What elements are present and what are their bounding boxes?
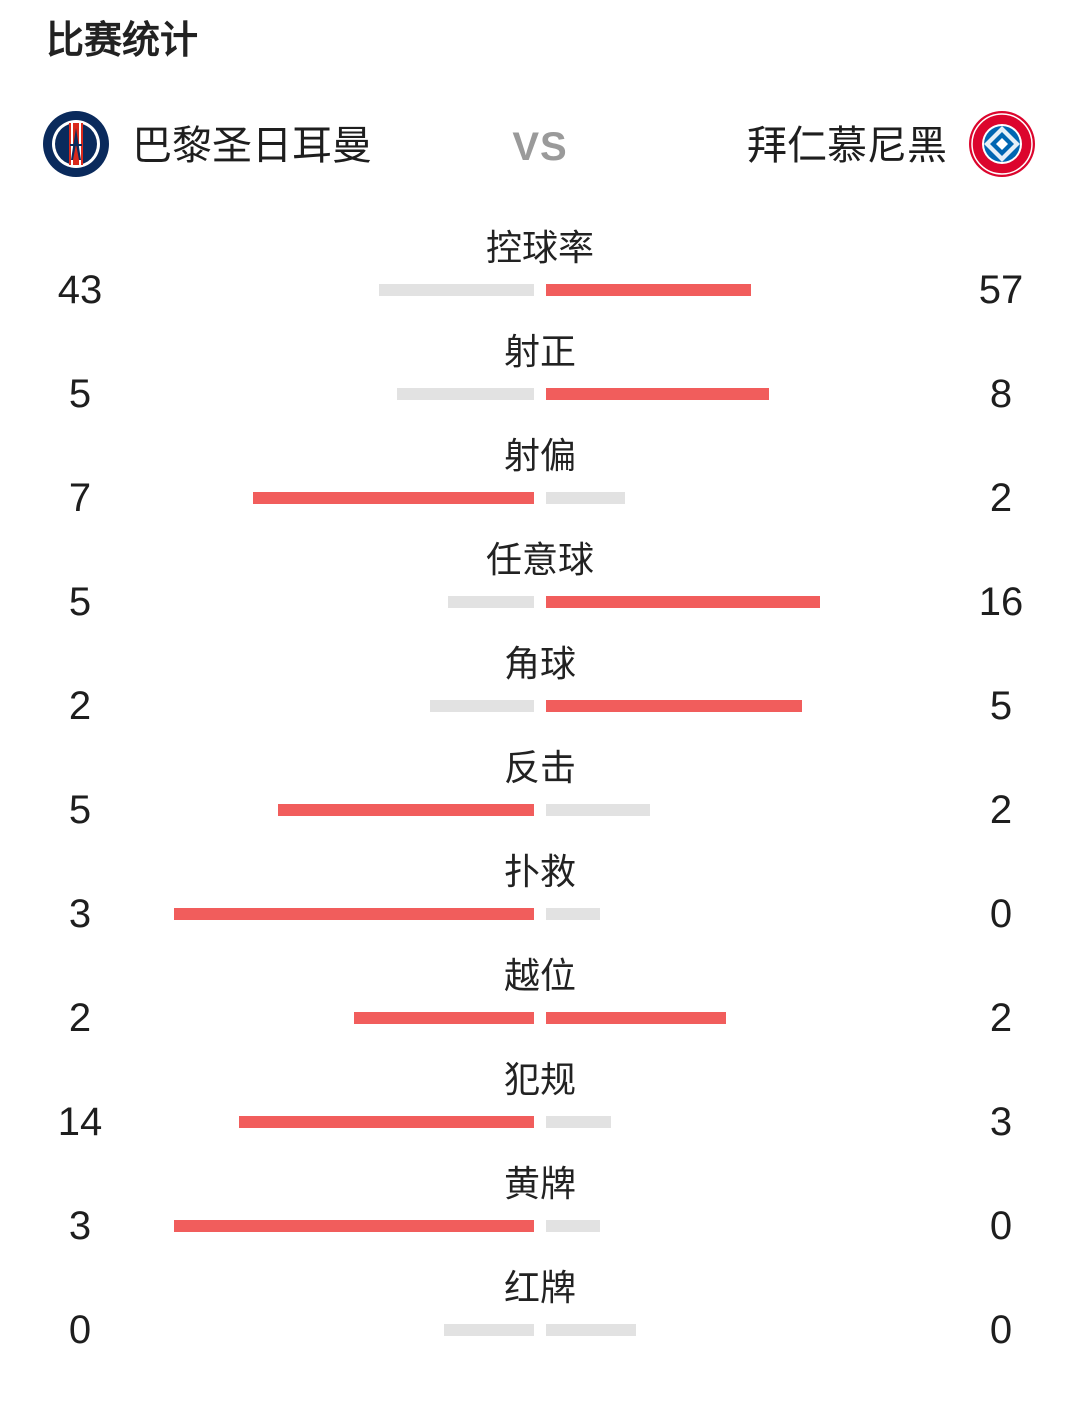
home-stat-bar bbox=[397, 388, 534, 400]
away-stat-bar bbox=[546, 700, 802, 712]
home-stat-value: 3 bbox=[68, 892, 92, 936]
away-stat-value: 0 bbox=[989, 1308, 1013, 1352]
away-stat-bar bbox=[546, 804, 650, 816]
home-stat-bar bbox=[379, 284, 534, 296]
home-stat-bar bbox=[278, 804, 534, 816]
stat-label: 黄牌 bbox=[503, 1164, 576, 1205]
stat-row: 扑救 3 0 bbox=[0, 846, 1080, 950]
home-stat-bar bbox=[174, 1220, 534, 1232]
home-stat-bar bbox=[239, 1116, 534, 1128]
home-stat-value: 5 bbox=[68, 788, 92, 832]
away-stat-bar bbox=[546, 388, 769, 400]
home-stat-value: 43 bbox=[57, 268, 103, 312]
stat-row: 任意球 5 16 bbox=[0, 534, 1080, 638]
away-stat-value: 8 bbox=[989, 372, 1013, 416]
away-stat-bar bbox=[546, 1012, 726, 1024]
away-stat-bar bbox=[546, 492, 625, 504]
away-stat-value: 5 bbox=[989, 684, 1013, 728]
home-stat-value: 7 bbox=[68, 476, 92, 520]
away-stat-value: 57 bbox=[978, 268, 1024, 312]
home-team-name: 巴黎圣日耳曼 bbox=[132, 123, 372, 169]
stat-row: 控球率 43 57 bbox=[0, 222, 1080, 326]
home-stat-value: 2 bbox=[68, 684, 92, 728]
home-stat-value: 5 bbox=[68, 580, 92, 624]
stat-label: 反击 bbox=[503, 748, 576, 789]
away-stat-value: 0 bbox=[989, 892, 1013, 936]
home-stat-bar bbox=[253, 492, 534, 504]
page-title: 比赛统计 bbox=[46, 18, 199, 62]
away-stat-value: 3 bbox=[989, 1100, 1013, 1144]
stat-row: 射偏 7 2 bbox=[0, 430, 1080, 534]
away-stat-bar bbox=[546, 1116, 611, 1128]
away-stat-value: 16 bbox=[978, 580, 1024, 624]
stat-label: 射偏 bbox=[503, 436, 576, 477]
vs-label: VS bbox=[512, 125, 568, 169]
stat-label: 任意球 bbox=[485, 540, 594, 581]
away-team-name: 拜仁慕尼黑 bbox=[747, 123, 947, 169]
stat-label: 扑救 bbox=[503, 852, 576, 893]
stat-row: 越位 2 2 bbox=[0, 950, 1080, 1054]
stat-label: 犯规 bbox=[503, 1060, 576, 1101]
away-stat-value: 2 bbox=[989, 788, 1013, 832]
away-stat-value: 2 bbox=[989, 476, 1013, 520]
stat-row: 犯规 14 3 bbox=[0, 1054, 1080, 1158]
stat-label: 红牌 bbox=[503, 1268, 576, 1309]
home-stat-bar bbox=[354, 1012, 534, 1024]
stat-row: 射正 5 8 bbox=[0, 326, 1080, 430]
stat-label: 角球 bbox=[503, 644, 576, 685]
away-stat-bar bbox=[546, 908, 600, 920]
stat-label: 控球率 bbox=[485, 228, 594, 269]
stat-row: 反击 5 2 bbox=[0, 742, 1080, 846]
psg-crest-icon bbox=[42, 110, 110, 178]
stat-label: 射正 bbox=[503, 332, 576, 373]
home-stat-value: 0 bbox=[68, 1308, 92, 1352]
home-stat-value: 14 bbox=[57, 1100, 103, 1144]
away-stat-value: 2 bbox=[989, 996, 1013, 1040]
stats-list: 控球率 43 57 射正 5 8 射偏 7 2 任意球 5 16 角球 2 5 反击 5 2 扑救 3 0 越位 2 2 犯规 1… bbox=[0, 222, 1080, 1366]
away-stat-bar bbox=[546, 284, 751, 296]
away-stat-bar bbox=[546, 1220, 600, 1232]
team-header: 巴黎圣日耳曼 VS 拜仁慕尼黑 bbox=[0, 108, 1080, 188]
away-stat-value: 0 bbox=[989, 1204, 1013, 1248]
home-stat-value: 3 bbox=[68, 1204, 92, 1248]
home-stat-bar bbox=[174, 908, 534, 920]
home-stat-bar bbox=[448, 596, 534, 608]
home-stat-bar bbox=[444, 1324, 534, 1336]
stat-row: 角球 2 5 bbox=[0, 638, 1080, 742]
home-stat-value: 5 bbox=[68, 372, 92, 416]
bayern-crest-icon bbox=[968, 110, 1036, 178]
home-stat-bar bbox=[430, 700, 534, 712]
away-stat-bar bbox=[546, 1324, 636, 1336]
stat-row: 黄牌 3 0 bbox=[0, 1158, 1080, 1262]
home-stat-value: 2 bbox=[68, 996, 92, 1040]
away-stat-bar bbox=[546, 596, 820, 608]
stat-label: 越位 bbox=[503, 956, 576, 997]
stat-row: 红牌 0 0 bbox=[0, 1262, 1080, 1366]
